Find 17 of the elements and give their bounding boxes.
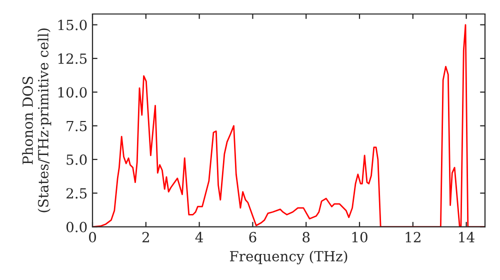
y-tick-label: 12.5 [58, 53, 87, 64]
y-tick-label: 2.5 [66, 188, 87, 199]
y-axis-title: Phonon DOS (States/THz·primitive cell) [22, 28, 52, 212]
x-tick-label: 4 [195, 232, 204, 242]
x-tick-label: 8 [302, 232, 310, 242]
x-axis-title: Frequency (THz) [230, 250, 348, 264]
x-tick-label: 14 [459, 232, 474, 242]
y-tick-label: 7.5 [66, 120, 87, 132]
y-tick-label: 15.0 [58, 20, 87, 30]
x-tick-label: 0 [88, 232, 96, 242]
x-tick-label: 6 [249, 232, 256, 242]
x-tick-label: 12 [406, 232, 420, 242]
x-tick-label: 2 [142, 232, 149, 242]
y-tick-label: 0.0 [66, 222, 87, 232]
x-tick-label: 10 [352, 232, 368, 242]
y-tick-label: 10.0 [58, 87, 87, 98]
y-tick-label: 5.0 [66, 154, 87, 165]
